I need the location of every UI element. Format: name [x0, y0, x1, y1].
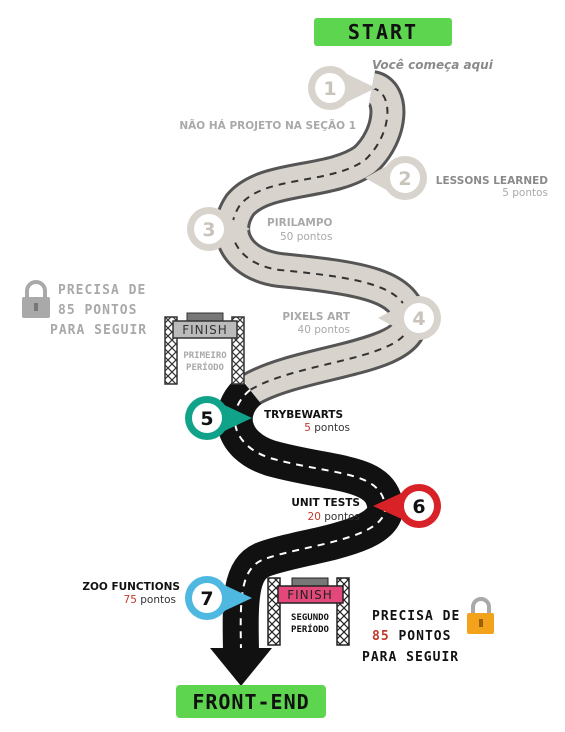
step-marker-3: 3 [187, 207, 250, 251]
lock-message-2: PRECISA DE 85 PONTOS PARA SEGUIR [362, 609, 460, 665]
step-points-5: 5 pontos [304, 422, 350, 434]
black-road [210, 375, 403, 686]
svg-text:PARA SEGUIR: PARA SEGUIR [362, 650, 459, 665]
svg-text:85 PONTOS: 85 PONTOS [58, 303, 137, 318]
svg-text:PRECISA DE: PRECISA DE [372, 609, 460, 624]
step-points-3: 50 pontos [280, 231, 332, 243]
step-marker-6: 6 [373, 484, 441, 528]
gate2-line1: SEGUNDO [291, 613, 330, 623]
svg-text:PARA SEGUIR: PARA SEGUIR [50, 323, 147, 338]
step-title-3: PIRILAMPO [267, 217, 333, 229]
finish-gate-1: FINISH PRIMEIRO PERÍODO [164, 312, 245, 385]
step-points-4: 40 pontos [298, 324, 350, 336]
svg-text:85 PONTOS: 85 PONTOS [372, 629, 451, 644]
end-label: FRONT-END [192, 690, 309, 714]
svg-text:PRECISA DE: PRECISA DE [58, 283, 146, 298]
step-title-5: TRYBEWARTS [264, 409, 343, 421]
svg-text:5: 5 [200, 408, 213, 430]
step-title-7: ZOO FUNCTIONS [82, 581, 180, 593]
intro-text: Você começa aqui [372, 58, 494, 72]
step-marker-1: 1 [308, 66, 376, 110]
step-marker-2: 2 [365, 156, 427, 200]
step-points-6: 20 pontos [308, 511, 360, 523]
svg-text:6: 6 [412, 496, 425, 518]
step-title-2: LESSONS LEARNED [436, 175, 548, 187]
gate1-line1: PRIMEIRO [183, 351, 227, 361]
lock-icon-gray [22, 280, 50, 318]
gate1-line2: PERÍODO [186, 361, 225, 373]
step-marker-5: 5 [185, 396, 252, 440]
gate1-banner: FINISH [182, 323, 228, 337]
step-marker-7: 7 [185, 576, 252, 620]
svg-text:7: 7 [200, 588, 213, 610]
step-marker-4: 4 [378, 296, 441, 340]
gray-road [214, 70, 428, 406]
start-label: START [348, 20, 418, 44]
gate2-banner: FINISH [287, 588, 333, 602]
lock-icon-orange [467, 597, 494, 634]
svg-text:1: 1 [323, 78, 336, 100]
end-badge: FRONT-END [176, 685, 326, 718]
step-title-4: PIXELS ART [282, 311, 351, 323]
step-title-1: NÃO HÁ PROJETO NA SEÇÃO 1 [179, 119, 356, 132]
step-title-6: UNIT TESTS [291, 497, 360, 509]
lock-message-1: PRECISA DE 85 PONTOS PARA SEGUIR [50, 283, 147, 338]
arrow-head-icon [210, 648, 272, 686]
step-points-2: 5 pontos [502, 187, 548, 199]
gate2-line2: PERÍODO [291, 623, 330, 635]
svg-text:2: 2 [398, 168, 411, 190]
start-badge: START [314, 18, 452, 46]
svg-text:3: 3 [202, 219, 215, 241]
svg-text:4: 4 [412, 308, 425, 330]
finish-gate-2: FINISH SEGUNDO PERÍODO [267, 577, 350, 646]
step-points-7: 75 pontos [124, 594, 176, 606]
